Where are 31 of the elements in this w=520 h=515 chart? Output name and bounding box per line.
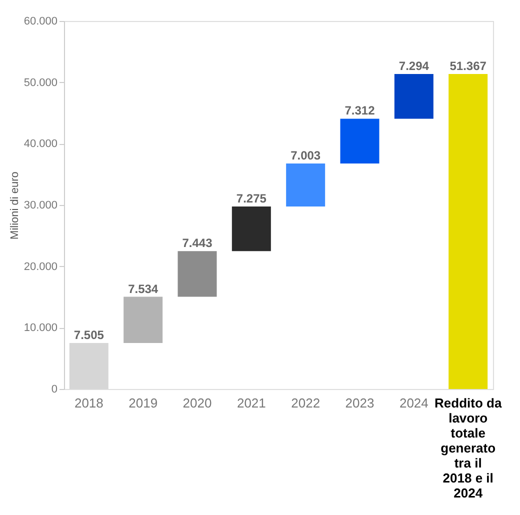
bar — [232, 206, 271, 252]
data-label: 7.275 — [236, 191, 267, 206]
bar — [340, 118, 380, 164]
y-tick-label: 40.000 — [24, 138, 58, 150]
x-tick-label: 2019 — [128, 396, 158, 410]
y-tick-label: 10.000 — [24, 322, 58, 334]
data-label: 7.312 — [344, 104, 376, 118]
bar — [394, 74, 434, 119]
data-label: 7.534 — [128, 282, 158, 296]
data-label: 7.003 — [290, 148, 321, 163]
x-tick-label: 2021 — [236, 396, 266, 410]
x-tick-label: Reddito da lavoro totale generato tra il 2018 e il 2024 — [434, 396, 502, 500]
y-tick-label: 0 — [51, 384, 58, 396]
bar — [286, 164, 326, 206]
y-tick-label: 30.000 — [24, 200, 58, 212]
y-tick-label: 50.000 — [24, 76, 58, 89]
x-tick-label: 2024 — [399, 396, 428, 410]
x-tick-label: 2020 — [182, 396, 212, 410]
bar — [124, 296, 163, 343]
data-label: 7.505 — [74, 328, 104, 342]
data-label: 7.443 — [182, 236, 213, 250]
y-axis-title: Milioni di euro — [8, 172, 21, 240]
bar — [178, 251, 217, 297]
x-tick-label: 2022 — [291, 396, 320, 410]
x-tick-label: 2018 — [74, 396, 104, 410]
data-label: 7.294 — [398, 58, 430, 73]
bar — [448, 74, 488, 389]
data-label: 51.367 — [450, 58, 487, 73]
y-tick-label: 60.000 — [24, 16, 58, 28]
y-tick-label: 20.000 — [24, 260, 58, 273]
x-tick-label: 2023 — [345, 396, 374, 410]
